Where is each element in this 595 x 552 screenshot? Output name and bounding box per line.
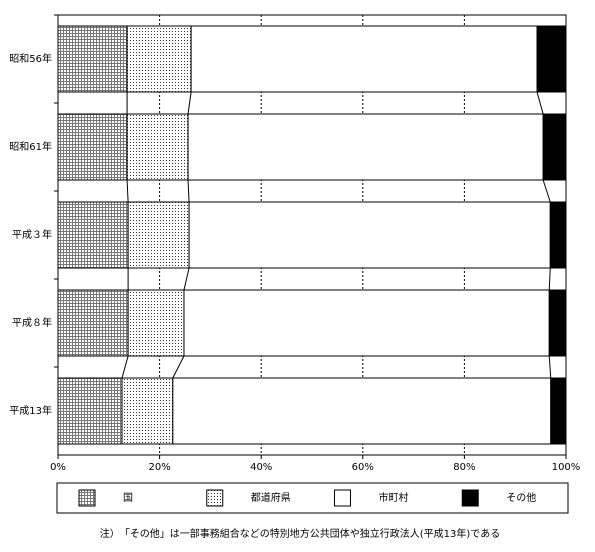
y-tick-label: 平成13年 (9, 404, 52, 417)
x-tick-label: 20% (148, 462, 170, 473)
y-tick-label: 昭和61年 (9, 140, 52, 153)
series-line (548, 267, 551, 291)
legend-swatch (334, 489, 351, 507)
series-line (542, 179, 551, 203)
note: 注） 「その他」は一部事務組合などの特別地方公共団体や独立行政法人(平成13年)… (100, 527, 500, 540)
x-tick-label: 80% (453, 462, 475, 473)
bar-segment (548, 289, 567, 357)
series-line (183, 267, 190, 291)
legend-swatch (206, 489, 224, 507)
bar-segment (57, 25, 128, 93)
bar-segment (550, 377, 567, 445)
series-line (548, 355, 552, 379)
bar-segment (172, 377, 552, 445)
series-line (172, 355, 185, 379)
bar-segment (57, 201, 129, 269)
bar-segment (190, 25, 538, 93)
series-line (187, 91, 192, 115)
x-tick-label: 0% (50, 462, 66, 473)
y-tick-label: 平成８年 (12, 316, 52, 329)
bar-segment (127, 289, 185, 357)
bar-segment (57, 377, 123, 445)
legend-swatch (461, 489, 479, 507)
x-tick-label: 60% (352, 462, 374, 473)
y-tick-label: 昭和56年 (9, 52, 52, 65)
bar-segment (187, 113, 544, 181)
bar-segment (126, 113, 189, 181)
legend-label: 市町村 (379, 491, 409, 504)
series-line (187, 179, 190, 203)
legend-label: その他 (506, 491, 536, 504)
bar-segment (549, 201, 567, 269)
bar-segment (536, 25, 567, 93)
legend-box (56, 482, 569, 514)
x-tick-label: 100% (552, 462, 581, 473)
legend-swatch (78, 489, 96, 507)
series-line (126, 179, 129, 203)
y-tick-label: 平成３年 (12, 228, 52, 241)
legend-label: 都道府県 (251, 491, 291, 504)
bar-segment (121, 377, 174, 445)
series-line (536, 91, 544, 115)
series-line (121, 355, 129, 379)
bar-segment (188, 201, 551, 269)
bar-segment (127, 201, 190, 269)
x-tick-label: 40% (250, 462, 272, 473)
legend-label: 国 (123, 492, 133, 504)
bar-segment (57, 113, 128, 181)
bar-segment (542, 113, 567, 181)
bar-segment (183, 289, 550, 357)
bar-segment (57, 289, 129, 357)
bar-segment (126, 25, 192, 93)
